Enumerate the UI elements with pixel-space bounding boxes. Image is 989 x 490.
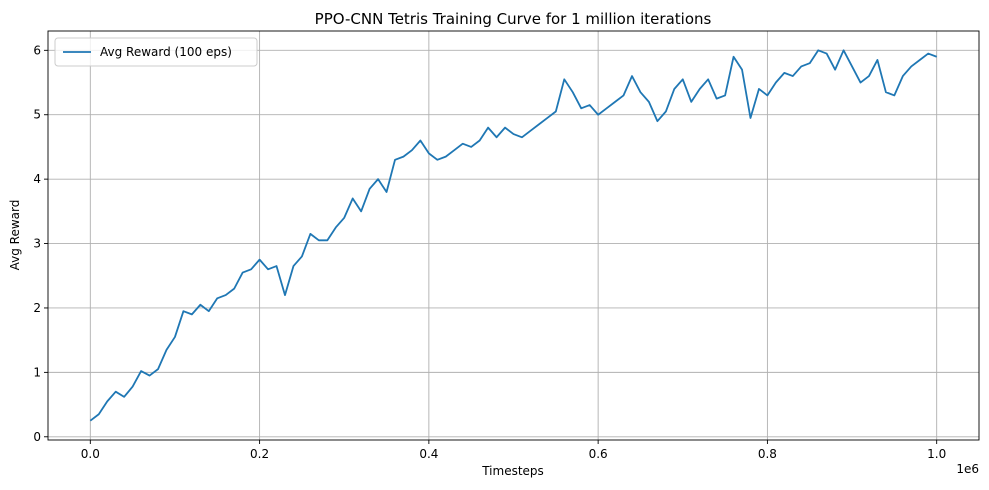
x-axis-label: Timesteps — [481, 464, 544, 478]
x-tick-label: 0.6 — [589, 447, 608, 461]
ticks-layer: 0.0 0.2 0.4 0.6 0.8 1.0 0 1 2 3 4 5 6 — [33, 43, 946, 461]
grid-layer — [48, 31, 979, 440]
y-tick-label: 4 — [33, 172, 41, 186]
legend: Avg Reward (100 eps) — [54, 37, 258, 67]
y-tick-label: 6 — [33, 43, 41, 57]
legend-box — [54, 37, 258, 67]
x-tick-label: 1.0 — [927, 447, 946, 461]
x-tick-label: 0.0 — [81, 447, 100, 461]
x-tick-label: 0.2 — [250, 447, 269, 461]
chart-title: PPO-CNN Tetris Training Curve for 1 mill… — [315, 10, 712, 28]
plot-frame — [47, 30, 980, 441]
x-offset-label: 1e6 — [956, 462, 979, 476]
y-tick-label: 1 — [33, 365, 41, 379]
x-tick-label: 0.8 — [758, 447, 777, 461]
y-tick-label: 2 — [33, 301, 41, 315]
y-tick-label: 0 — [33, 430, 41, 444]
y-tick-label: 5 — [33, 108, 41, 122]
y-axis-label: Avg Reward — [8, 200, 22, 271]
legend-label: Avg Reward (100 eps) — [100, 45, 232, 59]
x-tick-label: 0.4 — [419, 447, 438, 461]
y-tick-label: 3 — [33, 237, 41, 251]
series-line — [89, 49, 938, 422]
